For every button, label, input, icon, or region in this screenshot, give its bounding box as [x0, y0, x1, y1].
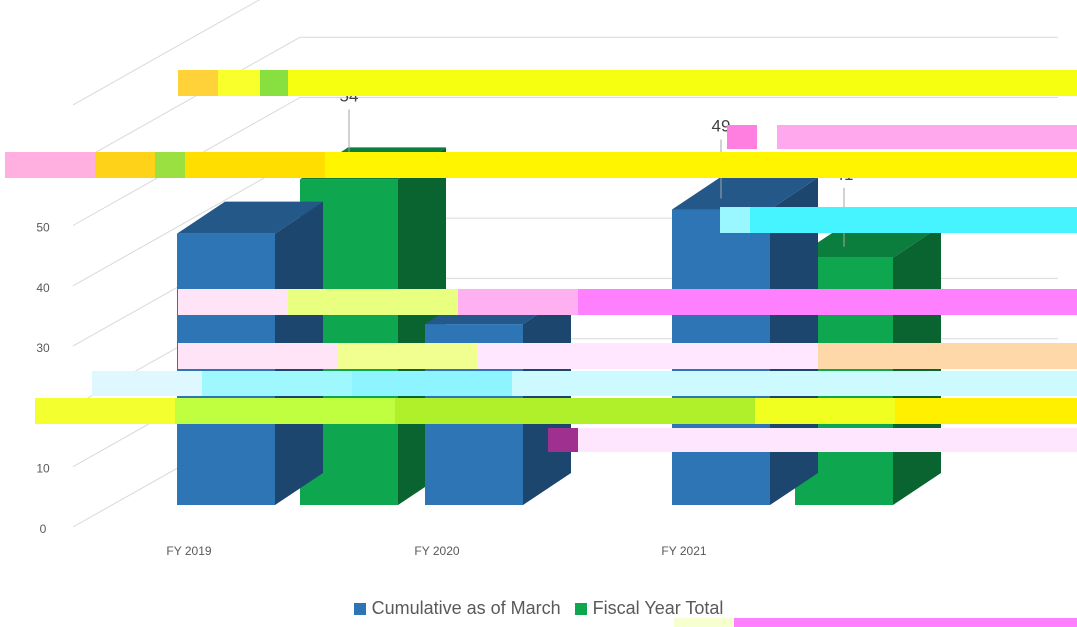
x-category-label: FY 2020 [414, 544, 459, 558]
x-category-label: FY 2019 [166, 544, 211, 558]
legend-label: Fiscal Year Total [592, 598, 724, 618]
legend-label: Cumulative as of March [371, 598, 561, 618]
y-tick-label: 10 [36, 462, 50, 476]
bars [177, 147, 941, 505]
y-axis-ticks: 0 10 20 30 40 50 [36, 221, 50, 537]
bar-cumulative-march [177, 201, 323, 505]
legend-swatch [353, 602, 366, 615]
gridline-slant [72, 36, 301, 166]
bar-fiscal-year-total-side [893, 225, 941, 505]
bar-cumulative-march [672, 177, 818, 505]
data-label: 49 [712, 117, 731, 136]
x-category-label: FY 2021 [661, 544, 706, 558]
y-tick-label: 50 [36, 221, 50, 235]
bar-cumulative-march-side [770, 177, 818, 505]
data-label: 41 [835, 165, 854, 184]
bar-cumulative-march-side [275, 201, 323, 505]
data-label: 54 [340, 86, 359, 105]
y-tick-label: 40 [36, 281, 50, 295]
legend-item: Fiscal Year Total [574, 598, 724, 619]
legend: Cumulative as of March Fiscal Year Total [0, 598, 1077, 619]
y-tick-label: 0 [40, 522, 47, 536]
bar-cumulative-march-top [672, 177, 818, 210]
gridline-slant [72, 157, 301, 287]
x-axis-categories: FY 2019 FY 2020 FY 2021 [166, 544, 706, 558]
y-tick-label: 20 [36, 401, 50, 415]
legend-item: Cumulative as of March [353, 598, 561, 619]
bar-fiscal-year-total-top [795, 225, 941, 258]
bar-cumulative-march-top [177, 201, 323, 234]
legend-swatch [574, 602, 587, 615]
bar-cumulative-march [425, 292, 571, 505]
bar-cumulative-march-side [523, 292, 571, 505]
bar-cumulative-march-front [672, 209, 770, 505]
y-tick-label: 30 [36, 341, 50, 355]
bar-cumulative-march-front [425, 324, 523, 505]
gridline-slant [72, 0, 261, 106]
bar-cumulative-march-front [177, 233, 275, 505]
